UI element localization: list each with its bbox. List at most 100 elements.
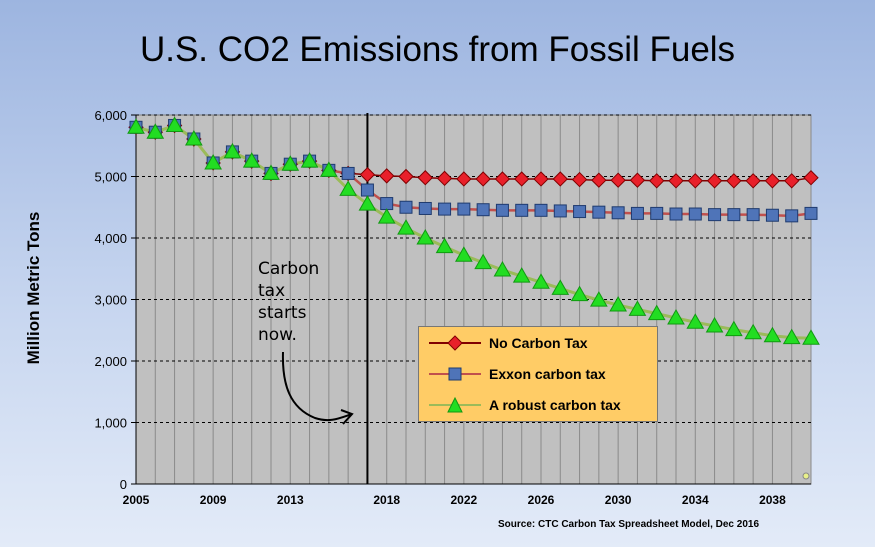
data-point: [553, 204, 567, 218]
annotation-line: starts: [258, 303, 307, 323]
corner-dot: [802, 472, 810, 480]
data-point: [764, 173, 781, 189]
annotation-line: now.: [258, 325, 297, 345]
data-point: [457, 202, 471, 216]
x-tick-label: 2018: [373, 493, 400, 507]
data-point: [399, 200, 413, 214]
data-point: [746, 208, 760, 222]
data-point: [494, 171, 511, 187]
annotation-line: tax: [258, 281, 286, 301]
data-point: [319, 161, 338, 177]
data-point: [571, 171, 588, 188]
data-point: [300, 152, 319, 168]
data-point: [802, 329, 820, 345]
data-point: [512, 267, 531, 283]
data-point: [475, 171, 491, 187]
data-point: [360, 183, 374, 197]
legend-marker-diamond-icon: [429, 335, 481, 351]
x-tick-label: 2038: [759, 493, 786, 507]
x-tick-label: 2022: [451, 493, 478, 507]
annotation-arrowhead: [340, 409, 354, 425]
data-point: [706, 173, 723, 189]
data-point: [165, 116, 184, 132]
data-point: [397, 219, 415, 235]
x-tick-label: 2030: [605, 493, 632, 507]
data-point: [281, 155, 300, 171]
data-point: [667, 308, 685, 325]
legend-marker-triangle-icon: [429, 396, 481, 413]
data-point: [398, 168, 414, 185]
data-point: [417, 170, 433, 186]
data-point: [223, 142, 242, 159]
data-point: [493, 260, 512, 277]
legend-item-no-tax: No Carbon Tax: [427, 331, 588, 355]
data-point: [476, 203, 490, 217]
data-point: [184, 129, 203, 146]
y-tick-label: 3,000: [94, 293, 127, 308]
data-point: [611, 206, 625, 220]
data-point: [784, 173, 800, 189]
data-point: [514, 171, 530, 187]
source-note: Source: CTC Carbon Tax Spreadsheet Model…: [498, 519, 760, 530]
chart-legend: No Carbon Tax Exxon carbon tax A robust …: [418, 326, 658, 422]
data-point: [630, 206, 644, 220]
data-point: [534, 203, 548, 217]
data-point: [341, 166, 355, 180]
annotation-arrow: [281, 351, 353, 422]
data-point: [359, 166, 376, 183]
data-point: [474, 253, 493, 270]
data-point: [649, 173, 665, 189]
data-point: [495, 203, 509, 217]
data-point: [629, 172, 646, 188]
data-point: [724, 320, 743, 337]
data-point: [727, 208, 741, 222]
data-point: [377, 208, 396, 224]
data-point: [688, 207, 702, 221]
data-point: [592, 205, 606, 219]
data-point: [515, 203, 529, 217]
data-point: [745, 173, 761, 189]
data-point: [647, 304, 666, 321]
data-point: [456, 171, 472, 187]
data-point: [591, 172, 607, 188]
data-point: [628, 300, 647, 316]
data-point: [436, 170, 453, 187]
annotation-line: Carbon: [258, 259, 320, 279]
data-point: [454, 246, 473, 262]
legend-marker-square-icon: [429, 367, 481, 381]
legend-item-robust: A robust carbon tax: [427, 393, 621, 417]
data-point: [785, 209, 799, 223]
data-point: [650, 206, 664, 220]
x-tick-label: 2013: [277, 493, 304, 507]
data-point: [782, 328, 801, 345]
data-point: [708, 208, 722, 222]
data-point: [416, 228, 435, 245]
data-point: [146, 123, 165, 139]
data-point: [418, 201, 432, 215]
y-tick-label: 4,000: [94, 231, 127, 246]
x-tick-label: 2005: [123, 493, 150, 507]
x-tick-label: 2009: [200, 493, 227, 507]
data-point: [380, 197, 394, 211]
data-point: [533, 171, 549, 187]
data-point: [804, 206, 818, 220]
x-tick-label: 2026: [528, 493, 555, 507]
data-point: [669, 207, 683, 221]
y-tick-label: 5,000: [94, 170, 127, 185]
y-tick-label: 1,000: [94, 416, 127, 431]
y-tick-label: 0: [120, 477, 127, 492]
data-point: [570, 285, 589, 302]
data-point: [435, 237, 454, 254]
data-point: [609, 296, 628, 312]
y-tick-label: 6,000: [94, 108, 127, 123]
data-point: [532, 273, 550, 289]
data-point: [551, 279, 570, 295]
data-point: [262, 164, 280, 180]
annotation-text: Carbon tax starts now.: [258, 258, 319, 346]
data-point: [127, 118, 145, 134]
data-point: [803, 170, 819, 186]
data-point: [339, 180, 358, 196]
data-point: [744, 323, 763, 340]
legend-item-exxon: Exxon carbon tax: [427, 362, 606, 386]
